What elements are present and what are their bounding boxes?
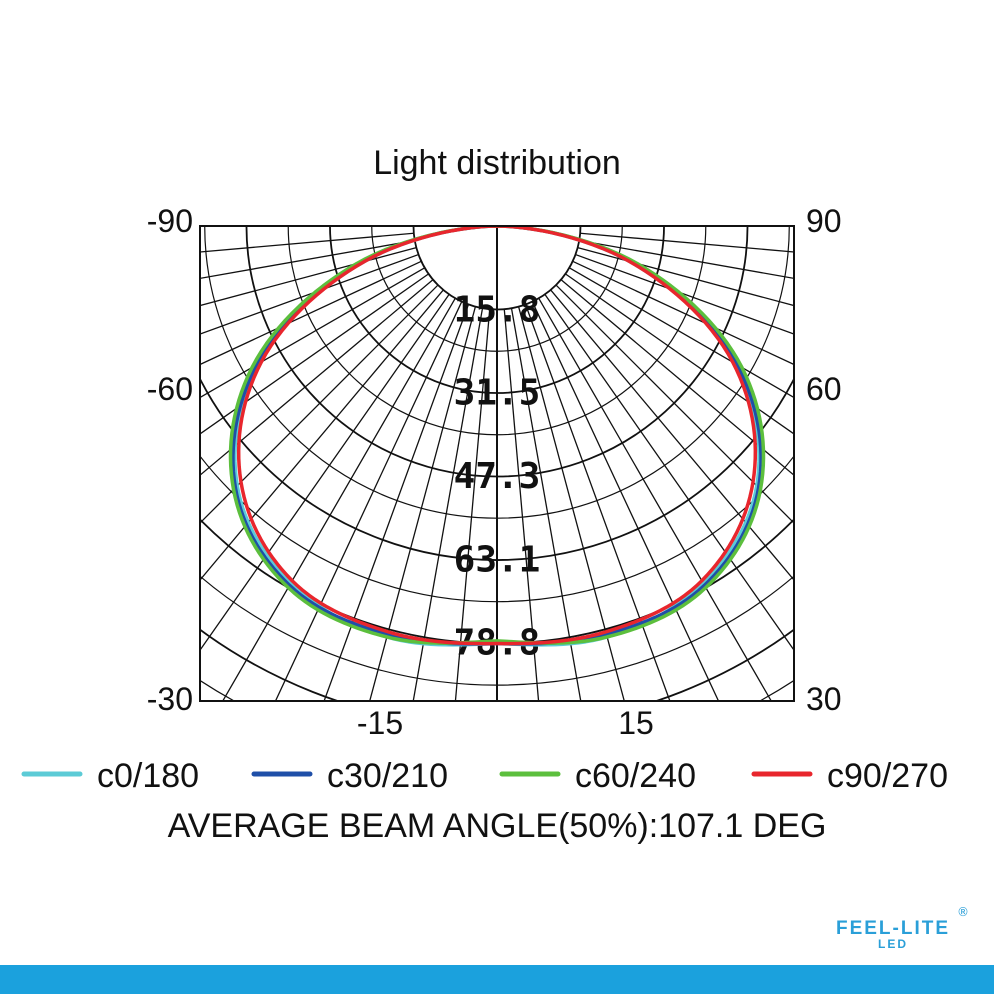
footer-bar <box>0 965 994 994</box>
logo-sub-text: LED <box>878 937 908 951</box>
grid-spoke <box>200 232 414 253</box>
grid-spoke <box>517 306 625 701</box>
grid-spoke <box>544 294 794 652</box>
beam-angle-text: AVERAGE BEAM ANGLE(50%):107.1 DEG <box>168 807 827 845</box>
grid-spoke <box>222 297 456 701</box>
grid-spoke <box>560 279 794 477</box>
grid-spoke <box>200 260 422 366</box>
angle-label-right-90: 90 <box>806 203 842 239</box>
ring-label-63-1: 63.1 <box>454 540 541 581</box>
grid-spoke <box>323 304 470 701</box>
legend: c0/180 c30/210 c60/240 c90/270 <box>21 757 948 795</box>
grid-spoke <box>412 308 484 701</box>
grid-spoke <box>510 308 582 701</box>
grid-spoke <box>503 309 540 701</box>
curve-c90-270 <box>236 226 758 646</box>
grid-spoke <box>200 246 417 307</box>
grid-spoke <box>538 297 772 701</box>
angle-label-left-30: -30 <box>147 681 193 717</box>
grid-spoke <box>200 273 429 435</box>
grid-spoke <box>200 239 415 280</box>
chart-title: Light distribution <box>373 144 621 182</box>
grid-spoke <box>555 284 794 524</box>
ring-labels: 15.831.547.363.178.8 <box>454 290 541 664</box>
curve-c60-240 <box>228 226 766 645</box>
logo-registered-mark: ® <box>957 905 969 919</box>
grid-spoke <box>568 267 794 399</box>
grid-spoke <box>579 239 794 280</box>
polar-grid <box>200 226 794 701</box>
angle-label-left-60: -60 <box>147 371 193 407</box>
angle-label-left-90: -90 <box>147 203 193 239</box>
logo-main-text: FEEL-LITE <box>836 918 950 939</box>
grid-spoke <box>274 301 463 701</box>
ring-label-47-3: 47.3 <box>454 456 541 497</box>
angle-label-right-60: 60 <box>806 371 842 407</box>
grid-spoke <box>200 279 434 477</box>
grid-spoke <box>572 260 794 366</box>
ring-label-15-8: 15.8 <box>454 290 541 331</box>
bottom-label-15: 15 <box>618 705 654 741</box>
legend-label-c90-270: c90/270 <box>827 757 948 795</box>
legend-label-c60-240: c60/240 <box>575 757 696 795</box>
distribution-curves <box>228 226 766 647</box>
legend-label-c30-210: c30/210 <box>327 757 448 795</box>
ring-label-31-5: 31.5 <box>454 372 541 413</box>
grid-spoke <box>454 309 491 701</box>
grid-spoke <box>200 284 439 524</box>
plot-frame <box>199 225 795 702</box>
grid-spoke <box>565 273 794 435</box>
grid-spoke <box>580 232 794 253</box>
angle-label-right-30: 30 <box>806 681 842 717</box>
grid-spoke <box>531 301 720 701</box>
grid-spoke <box>577 246 794 307</box>
grid-spoke <box>524 304 671 701</box>
grid-spoke <box>200 267 426 399</box>
bottom-label-minus-15: -15 <box>357 705 403 741</box>
feel-lite-logo: FEEL-LITE ® LED <box>836 905 969 951</box>
grid-spoke <box>200 294 450 652</box>
grid-spoke <box>369 306 477 701</box>
legend-label-c0-180: c0/180 <box>97 757 199 795</box>
